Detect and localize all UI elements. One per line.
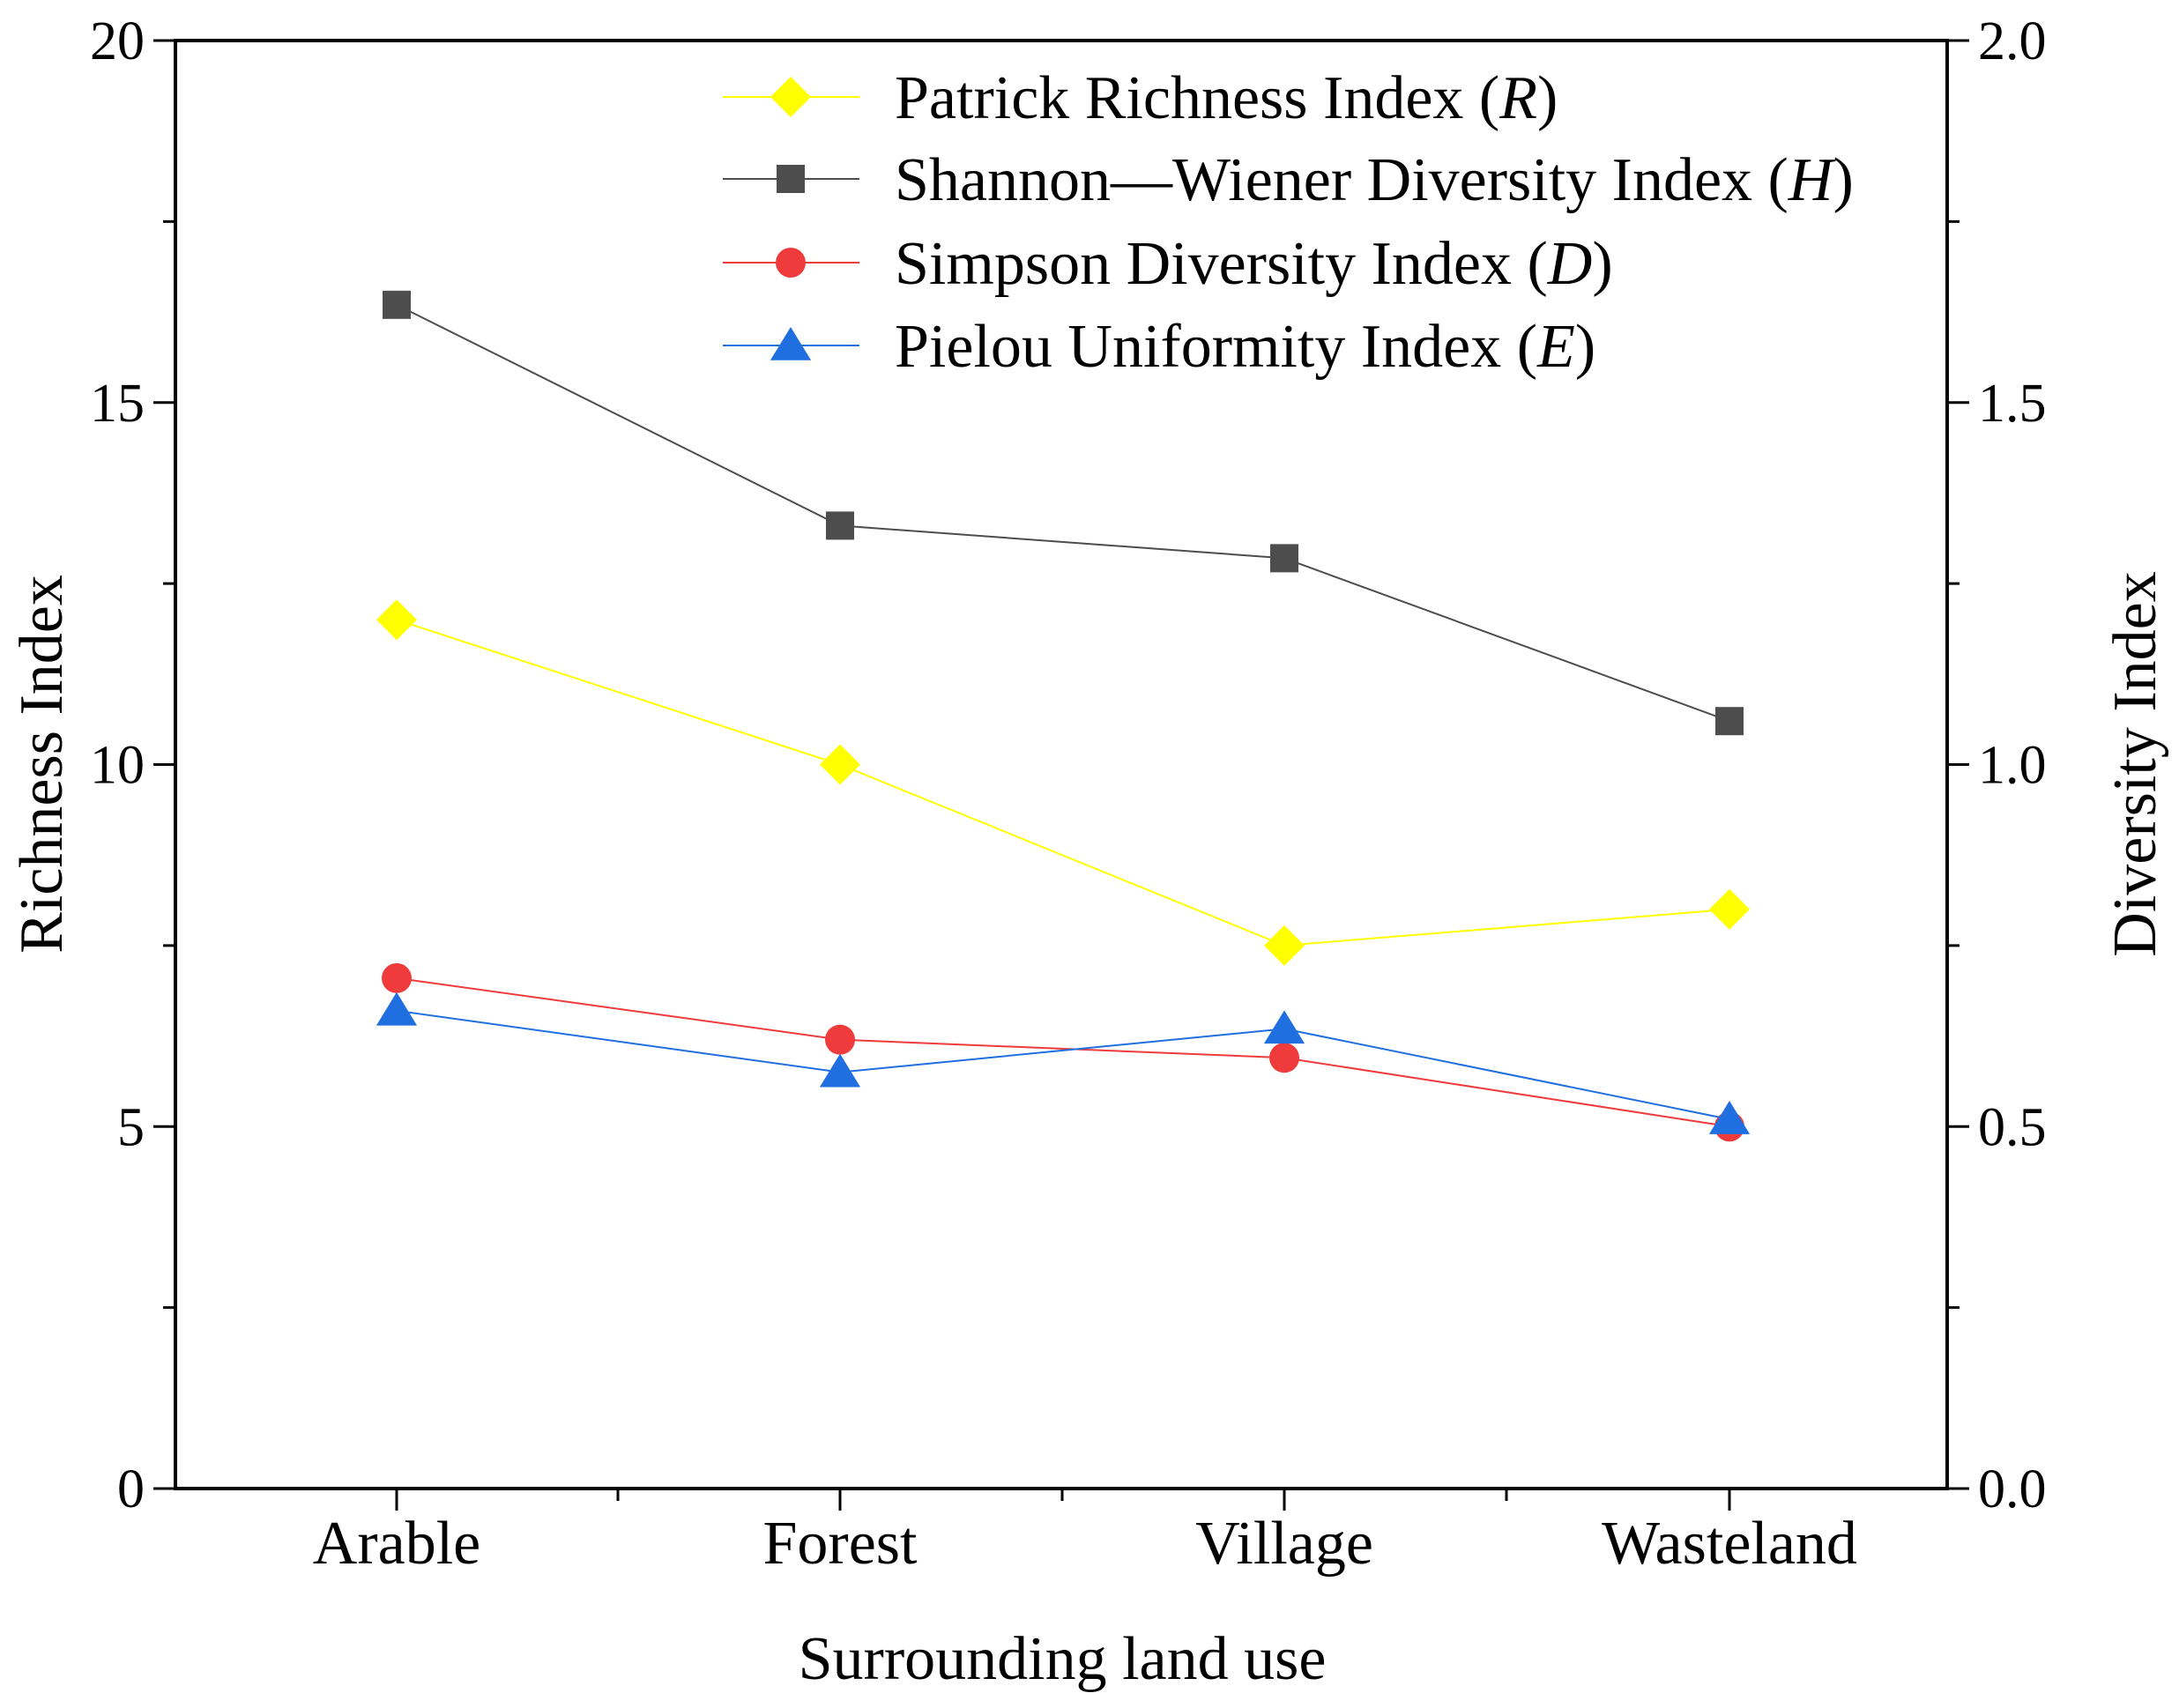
- y-left-tick-label: 20: [90, 11, 145, 71]
- x-tick-label: Forest: [763, 1510, 918, 1578]
- x-tick-label: Wasteland: [1602, 1510, 1857, 1578]
- legend-marker-E: [770, 327, 812, 360]
- point-R-wasteland: [1709, 888, 1750, 930]
- y-left-tick-label: 15: [90, 374, 145, 434]
- point-H-arable: [383, 290, 411, 319]
- series-layer: [376, 290, 1751, 1142]
- point-E-wasteland: [1708, 1101, 1751, 1134]
- legend-name: Simpson Diversity Index (: [895, 230, 1548, 298]
- legend-marker-H: [777, 165, 805, 193]
- x-axis-title: Surrounding land use: [799, 1625, 1327, 1693]
- series-line-E: [396, 1009, 1730, 1121]
- axis-ticks: 0 0.0 5 0.5 10 1.0 15 1.5 20 2.0 Arable Forest Villa…: [90, 11, 2047, 1578]
- legend: Patrick Richness Index (R)Shannon—Wiener…: [723, 64, 1854, 381]
- x-tick-label: Arable: [313, 1510, 480, 1578]
- point-D-village: [1269, 1043, 1299, 1073]
- legend-name: Pielou Uniformity Index (: [895, 313, 1537, 381]
- x-tick-label: Village: [1195, 1510, 1373, 1578]
- point-E-forest: [819, 1053, 861, 1088]
- y-axis-left-title: Richness Index: [8, 575, 76, 954]
- y-left-tick-label: 5: [117, 1097, 145, 1157]
- y-right-tick-label: 0.0: [1978, 1459, 2047, 1519]
- point-D-forest: [825, 1024, 855, 1055]
- legend-label-H: Shannon—Wiener Diversity Index (H): [895, 146, 1854, 214]
- point-R-arable: [376, 599, 417, 641]
- point-E-arable: [376, 991, 418, 1026]
- series-line-D: [396, 977, 1730, 1128]
- y-left-tick-label: 10: [90, 736, 145, 796]
- legend-marker-R: [770, 77, 811, 117]
- y-left-tick-label: 0: [117, 1459, 145, 1519]
- legend-symbol: H: [1788, 146, 1836, 214]
- point-D-arable: [382, 962, 412, 993]
- legend-label-D: Simpson Diversity Index (D): [895, 230, 1613, 298]
- point-R-village: [1264, 925, 1305, 966]
- y-right-tick-label: 1.0: [1978, 736, 2047, 796]
- y-right-tick-label: 2.0: [1978, 11, 2047, 71]
- legend-label-R: Patrick Richness Index (R): [895, 64, 1558, 132]
- legend-marker-D: [776, 248, 806, 278]
- point-H-wasteland: [1715, 707, 1744, 736]
- point-H-village: [1270, 544, 1298, 573]
- legend-symbol: R: [1499, 64, 1537, 132]
- legend-close-paren: ): [1537, 64, 1558, 132]
- legend-close-paren: ): [1833, 146, 1853, 214]
- legend-symbol: E: [1536, 313, 1575, 381]
- point-E-village: [1263, 1010, 1305, 1044]
- point-H-forest: [826, 511, 854, 540]
- legend-symbol: D: [1547, 230, 1593, 298]
- point-R-forest: [820, 744, 860, 785]
- legend-close-paren: ): [1592, 230, 1612, 298]
- legend-name: Shannon—Wiener Diversity Index (: [895, 146, 1789, 214]
- legend-close-paren: ): [1575, 313, 1595, 381]
- y-axis-right-title: Diversity Index: [2101, 571, 2169, 956]
- legend-label-E: Pielou Uniformity Index (E): [895, 313, 1595, 381]
- series-line-R: [396, 619, 1730, 947]
- series-line-H: [396, 303, 1730, 723]
- y-right-tick-label: 1.5: [1978, 374, 2047, 434]
- legend-name: Patrick Richness Index (: [895, 64, 1499, 132]
- y-right-tick-label: 0.5: [1978, 1097, 2047, 1157]
